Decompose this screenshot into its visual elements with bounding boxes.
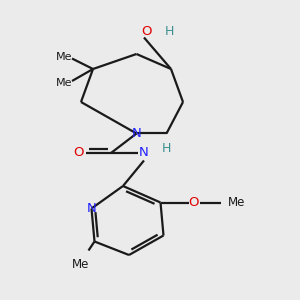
Text: H: H — [162, 142, 171, 155]
Text: N: N — [139, 146, 149, 160]
Text: Me: Me — [56, 77, 72, 88]
Text: Me: Me — [228, 196, 245, 209]
Text: Me: Me — [72, 257, 89, 271]
Text: O: O — [142, 25, 152, 38]
Text: H: H — [165, 25, 174, 38]
Text: N: N — [87, 202, 96, 215]
Text: O: O — [188, 196, 199, 209]
Text: Me: Me — [56, 52, 72, 62]
Text: N: N — [132, 127, 141, 140]
Text: O: O — [73, 146, 83, 160]
